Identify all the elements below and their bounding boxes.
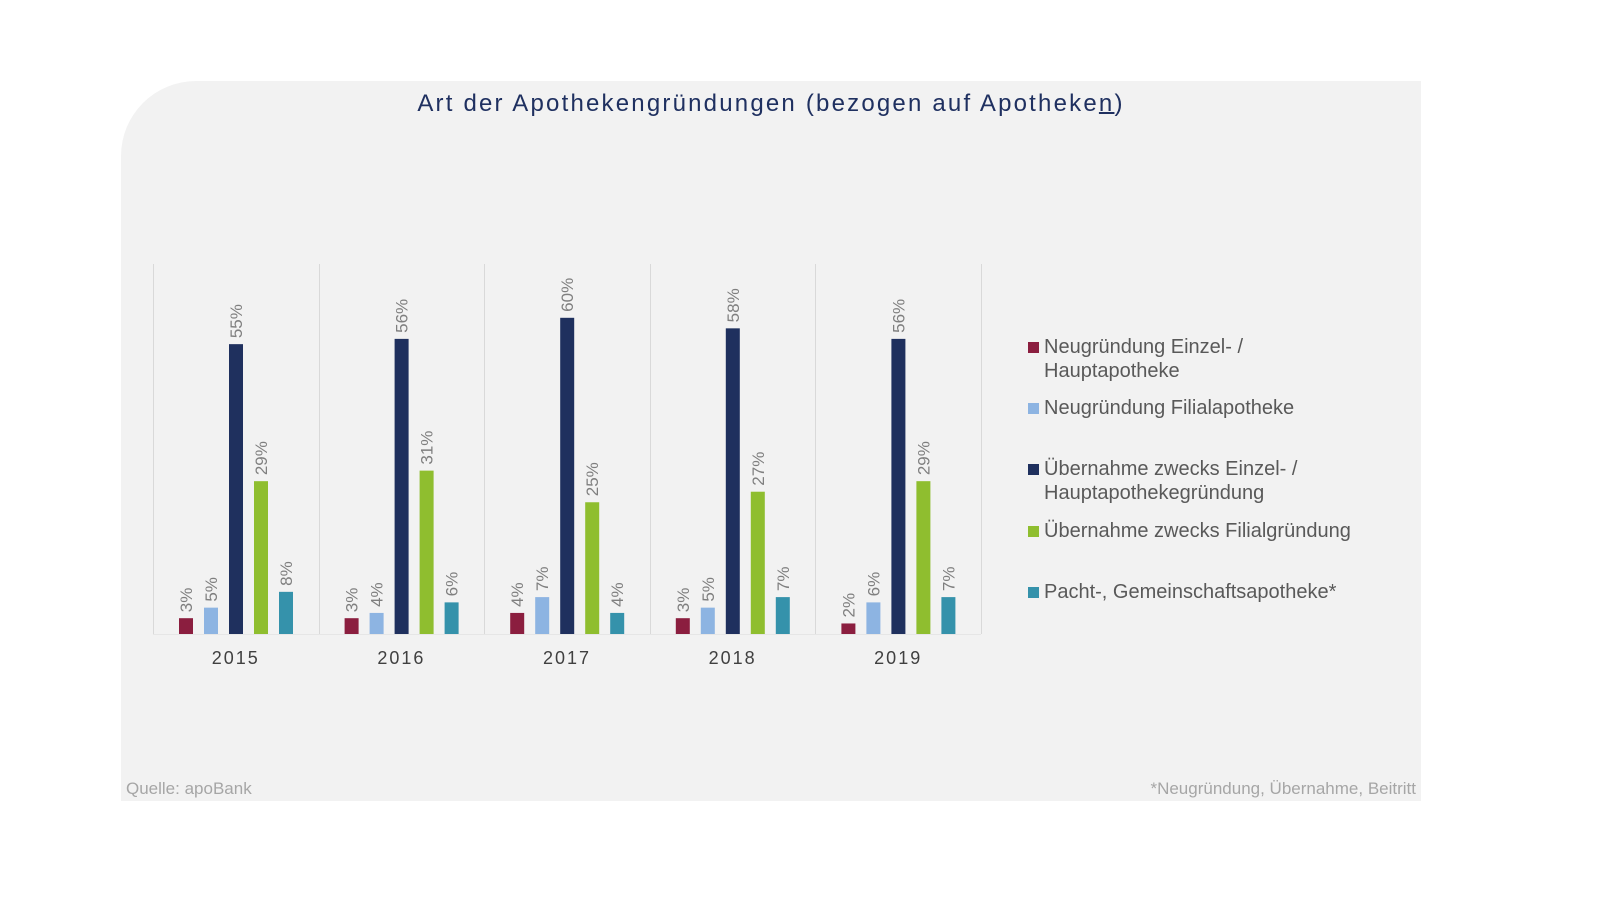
legend-label: Neugründung Filialapotheke (1044, 397, 1295, 419)
x-tick-label: 2017 (543, 648, 591, 668)
bar-2018-series-2 (700, 607, 715, 634)
chart-title-end: ) (1114, 90, 1125, 117)
data-label: 6% (864, 572, 883, 597)
data-label: 2% (839, 593, 858, 618)
legend-item: Neugründung Einzel- / Hauptapotheke (1028, 335, 1243, 383)
data-label: 5% (202, 577, 221, 602)
bar-2017-series-2 (535, 597, 550, 634)
bar-2015-series-5 (279, 591, 293, 634)
x-tick-label: 2016 (377, 648, 425, 668)
data-label: 8% (277, 561, 296, 586)
data-label: 29% (252, 441, 271, 475)
chart-title-underlined-char: n (1098, 90, 1115, 117)
bar-2018-series-1 (675, 618, 690, 634)
data-label: 3% (343, 588, 362, 613)
bar-2018-series-4 (750, 491, 765, 634)
data-label: 4% (368, 582, 387, 607)
x-tick-label: 2019 (874, 648, 922, 668)
bar-2016-series-4 (419, 470, 434, 634)
bar-2015-series-3 (229, 344, 243, 634)
data-label: 5% (699, 577, 718, 602)
legend-swatch-icon (1028, 587, 1039, 598)
legend-swatch-icon (1028, 526, 1039, 537)
legend-item: Pacht-, Gemeinschaftsapotheke* (1028, 580, 1336, 604)
bar-2016-series-2 (369, 612, 384, 634)
bar-2019-series-2 (866, 602, 881, 634)
legend-swatch-icon (1028, 464, 1039, 475)
bar-2019-series-1 (841, 623, 856, 634)
bar-2019-series-4 (916, 481, 931, 634)
data-label: 4% (608, 582, 627, 607)
x-tick-label: 2018 (709, 648, 757, 668)
chart-title-text: Art der Apothekengründungen (bezogen auf… (417, 90, 1099, 117)
bar-2017-series-1 (510, 612, 525, 634)
data-label: 7% (533, 567, 552, 592)
bar-2016-series-1 (344, 618, 359, 634)
data-label: 7% (939, 567, 958, 592)
data-label: 25% (583, 462, 602, 496)
bar-2017-series-5 (610, 612, 625, 634)
legend-item: Übernahme zwecks Einzel- / Hauptapothekeg… (1028, 457, 1297, 505)
legend-label: Übernahme zwecks Filialgründung (1044, 520, 1351, 542)
legend-item: Übernahme zwecks Filialgründung (1028, 519, 1351, 543)
legend-item: Neugründung Filialapotheke (1028, 396, 1294, 420)
source-note: Quelle: apoBank (126, 779, 252, 798)
chart-panel: Art der Apothekengründungen (bezogen auf… (121, 81, 1421, 801)
bar-2015-series-4 (254, 481, 268, 634)
chart-title: Art der Apothekengründungen (bezogen auf… (121, 90, 1421, 118)
legend-swatch-icon (1028, 403, 1039, 414)
x-tick-label: 2015 (212, 648, 260, 668)
legend-label: Pacht-, Gemeinschaftsapotheke* (1044, 581, 1337, 603)
data-label: 27% (749, 452, 768, 486)
bar-2017-series-4 (585, 502, 600, 634)
data-label: 56% (889, 299, 908, 333)
data-label: 55% (227, 304, 246, 338)
data-label: 31% (418, 431, 437, 465)
footnote: *Neugründung, Übernahme, Beitritt (1150, 779, 1416, 798)
data-label: 3% (674, 588, 693, 613)
legend-swatch-icon (1028, 342, 1039, 353)
data-label: 4% (508, 582, 527, 607)
data-label: 56% (393, 299, 412, 333)
data-label: 3% (177, 588, 196, 613)
data-label: 7% (774, 567, 793, 592)
legend-label: Neugründung Einzel- / Hauptapotheke (1044, 336, 1244, 382)
bar-2018-series-5 (775, 597, 790, 634)
bar-2015-series-1 (179, 618, 193, 634)
bar-2017-series-3 (560, 317, 575, 634)
data-label: 29% (914, 441, 933, 475)
legend-label: Übernahme zwecks Einzel- / Hauptapothekeg… (1044, 458, 1298, 504)
bar-2019-series-5 (941, 597, 956, 634)
bar-2018-series-3 (725, 328, 740, 634)
data-label: 58% (724, 288, 743, 322)
bar-2015-series-2 (204, 607, 218, 634)
bar-2016-series-3 (394, 338, 409, 634)
data-label: 6% (443, 572, 462, 597)
bar-2016-series-5 (444, 602, 459, 634)
data-label: 60% (558, 278, 577, 312)
bar-2019-series-3 (891, 338, 906, 634)
